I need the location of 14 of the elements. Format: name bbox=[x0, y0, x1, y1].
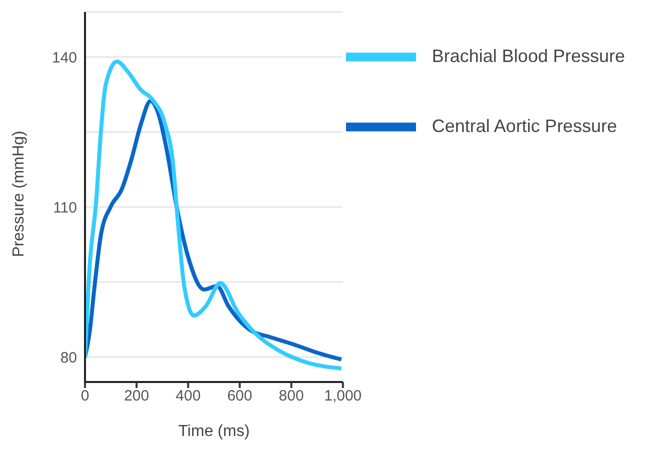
y-tick-label: 140 bbox=[52, 49, 77, 66]
x-tick-label: 200 bbox=[124, 388, 150, 405]
x-axis-title: Time (ms) bbox=[178, 423, 250, 440]
x-tick-label: 600 bbox=[227, 388, 252, 405]
line-series bbox=[85, 60, 343, 370]
x-tick-label: 400 bbox=[176, 388, 201, 405]
y-tick-label: 110 bbox=[53, 199, 77, 216]
y-tick-label: 80 bbox=[60, 349, 77, 366]
y-axis-title: Pressure (mmHg) bbox=[10, 130, 28, 257]
legend-label: Brachial Blood Pressure bbox=[432, 46, 625, 66]
x-tick-label: 800 bbox=[278, 388, 304, 405]
x-tick-label: 1,000 bbox=[324, 388, 362, 405]
legend-label: Central Aortic Pressure bbox=[432, 116, 617, 136]
x-tick-label: 0 bbox=[80, 388, 90, 405]
